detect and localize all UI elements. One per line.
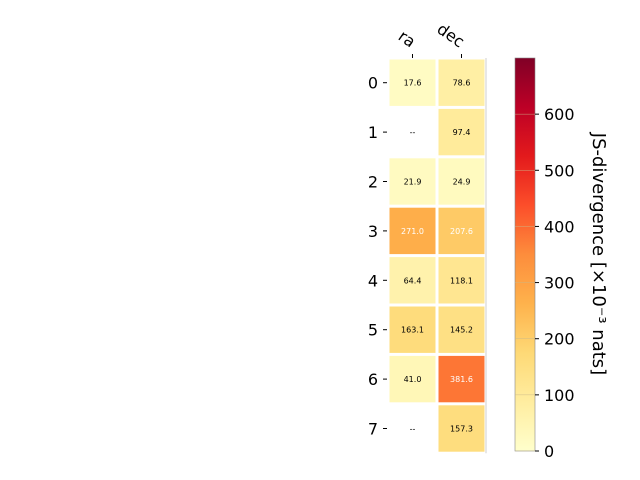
- heatmap-cell: [389, 257, 436, 304]
- cell-value-label: 17.6: [404, 79, 422, 88]
- cell-value-label: 163.1: [401, 326, 424, 335]
- heatmap-cell: [389, 355, 436, 403]
- colorbar-tick-label: 0: [544, 442, 554, 461]
- y-tick-label: 1: [368, 123, 378, 142]
- heatmap-cell: [438, 306, 485, 353]
- y-tick-label: 2: [368, 173, 378, 192]
- y-tick-label: 4: [368, 271, 378, 290]
- y-tick-label: 3: [368, 222, 378, 241]
- y-tick-label: 5: [368, 321, 378, 340]
- colorbar-tick-label: 500: [544, 161, 575, 180]
- cell-value-label: --: [410, 425, 416, 434]
- heatmap-cell: [438, 257, 485, 304]
- cell-value-label: 24.9: [453, 178, 471, 187]
- cell-value-label: 21.9: [404, 178, 422, 187]
- colorbar-tick-label: 300: [544, 274, 575, 293]
- colorbar-tick-label: 400: [544, 217, 575, 236]
- cell-value-label: 64.4: [404, 276, 422, 285]
- x-tick-label: ra: [395, 26, 419, 51]
- heatmap-cell: [438, 158, 485, 205]
- heatmap-cell: [438, 405, 485, 452]
- cell-value-label: 118.1: [450, 276, 473, 285]
- cell-value-label: 157.3: [450, 425, 473, 434]
- heatmap-cell: [438, 355, 485, 403]
- heatmap-cell: [389, 158, 436, 205]
- heatmap-cell: [389, 306, 436, 353]
- x-tick-label: dec: [434, 19, 468, 51]
- heatmap-cell: [389, 207, 436, 255]
- cell-value-label: 41.0: [404, 375, 422, 384]
- heatmap-cell: [389, 59, 436, 106]
- heatmap-cell: [438, 207, 485, 255]
- y-axis: 0 1 2 3 4 5 6 7: [368, 74, 387, 439]
- colorbar-tick-label: 200: [544, 330, 575, 349]
- heatmap-cells: 17.6 78.6 -- 97.4 21.9 24.9 271.0 207.6 64.4 118.…: [389, 58, 487, 454]
- heatmap-cell: [438, 59, 485, 106]
- x-axis: ra dec: [395, 19, 468, 58]
- y-tick-label: 0: [368, 74, 378, 93]
- colorbar-label: JS-divergence [×10⁻³ nats]: [588, 132, 609, 375]
- heatmap-cell: [438, 108, 485, 156]
- cell-value-label: --: [410, 128, 416, 137]
- colorbar-tick-label: 100: [544, 386, 575, 405]
- y-tick-label: 7: [368, 420, 378, 439]
- colorbar-tick-label: 600: [544, 105, 575, 124]
- cell-value-label: 78.6: [453, 79, 471, 88]
- y-tick-label: 6: [368, 370, 378, 389]
- cell-value-label: 381.6: [450, 375, 473, 384]
- cell-value-label: 145.2: [450, 326, 473, 335]
- colorbar: 0 100 200 300 400 500 600: [514, 57, 575, 461]
- cell-value-label: 271.0: [401, 227, 424, 236]
- colorbar-gradient: [514, 57, 536, 452]
- cell-value-label: 97.4: [453, 128, 471, 137]
- cell-value-label: 207.6: [450, 227, 473, 236]
